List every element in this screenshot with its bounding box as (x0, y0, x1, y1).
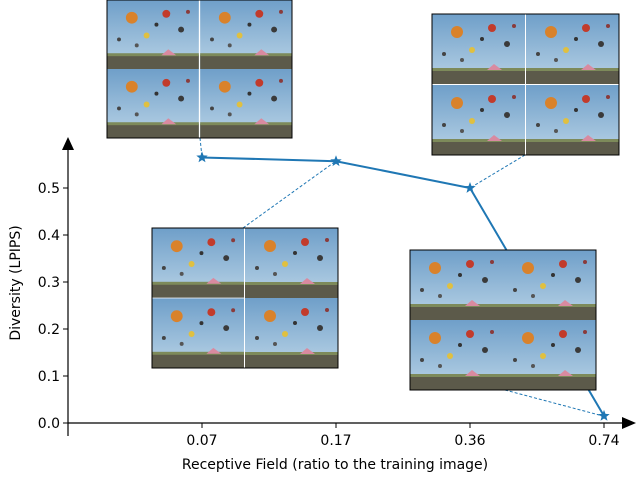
x-axis-arrow (622, 417, 636, 429)
x-tick-label: 0.74 (588, 433, 619, 449)
point-marker (330, 155, 341, 166)
y-tick-label: 0.0 (38, 416, 60, 432)
inset-grid (152, 228, 338, 368)
inset-grid (410, 250, 596, 390)
y-tick-label: 0.2 (38, 322, 60, 338)
connector (470, 155, 525, 188)
x-tick-label: 0.07 (186, 433, 217, 449)
inset-grid (432, 14, 619, 155)
image-insets (107, 0, 619, 416)
point-marker (464, 182, 475, 193)
chart: Receptive Field (ratio to the training i… (0, 0, 636, 477)
y-tick-label: 0.4 (38, 228, 60, 244)
inset-grid (107, 0, 292, 138)
connector (505, 390, 603, 416)
y-axis-label: Diversity (LPIPS) (8, 225, 24, 340)
x-tick-label: 0.17 (320, 433, 351, 449)
x-tick-label: 0.36 (454, 433, 485, 449)
y-axis-arrow (62, 137, 74, 150)
point-marker (196, 151, 207, 162)
y-tick-label: 0.3 (38, 275, 60, 291)
x-axis-label: Receptive Field (ratio to the training i… (182, 457, 488, 473)
point-marker (598, 410, 609, 421)
y-tick-label: 0.5 (38, 181, 60, 197)
y-tick-label: 0.1 (38, 369, 60, 385)
connector (243, 161, 336, 228)
